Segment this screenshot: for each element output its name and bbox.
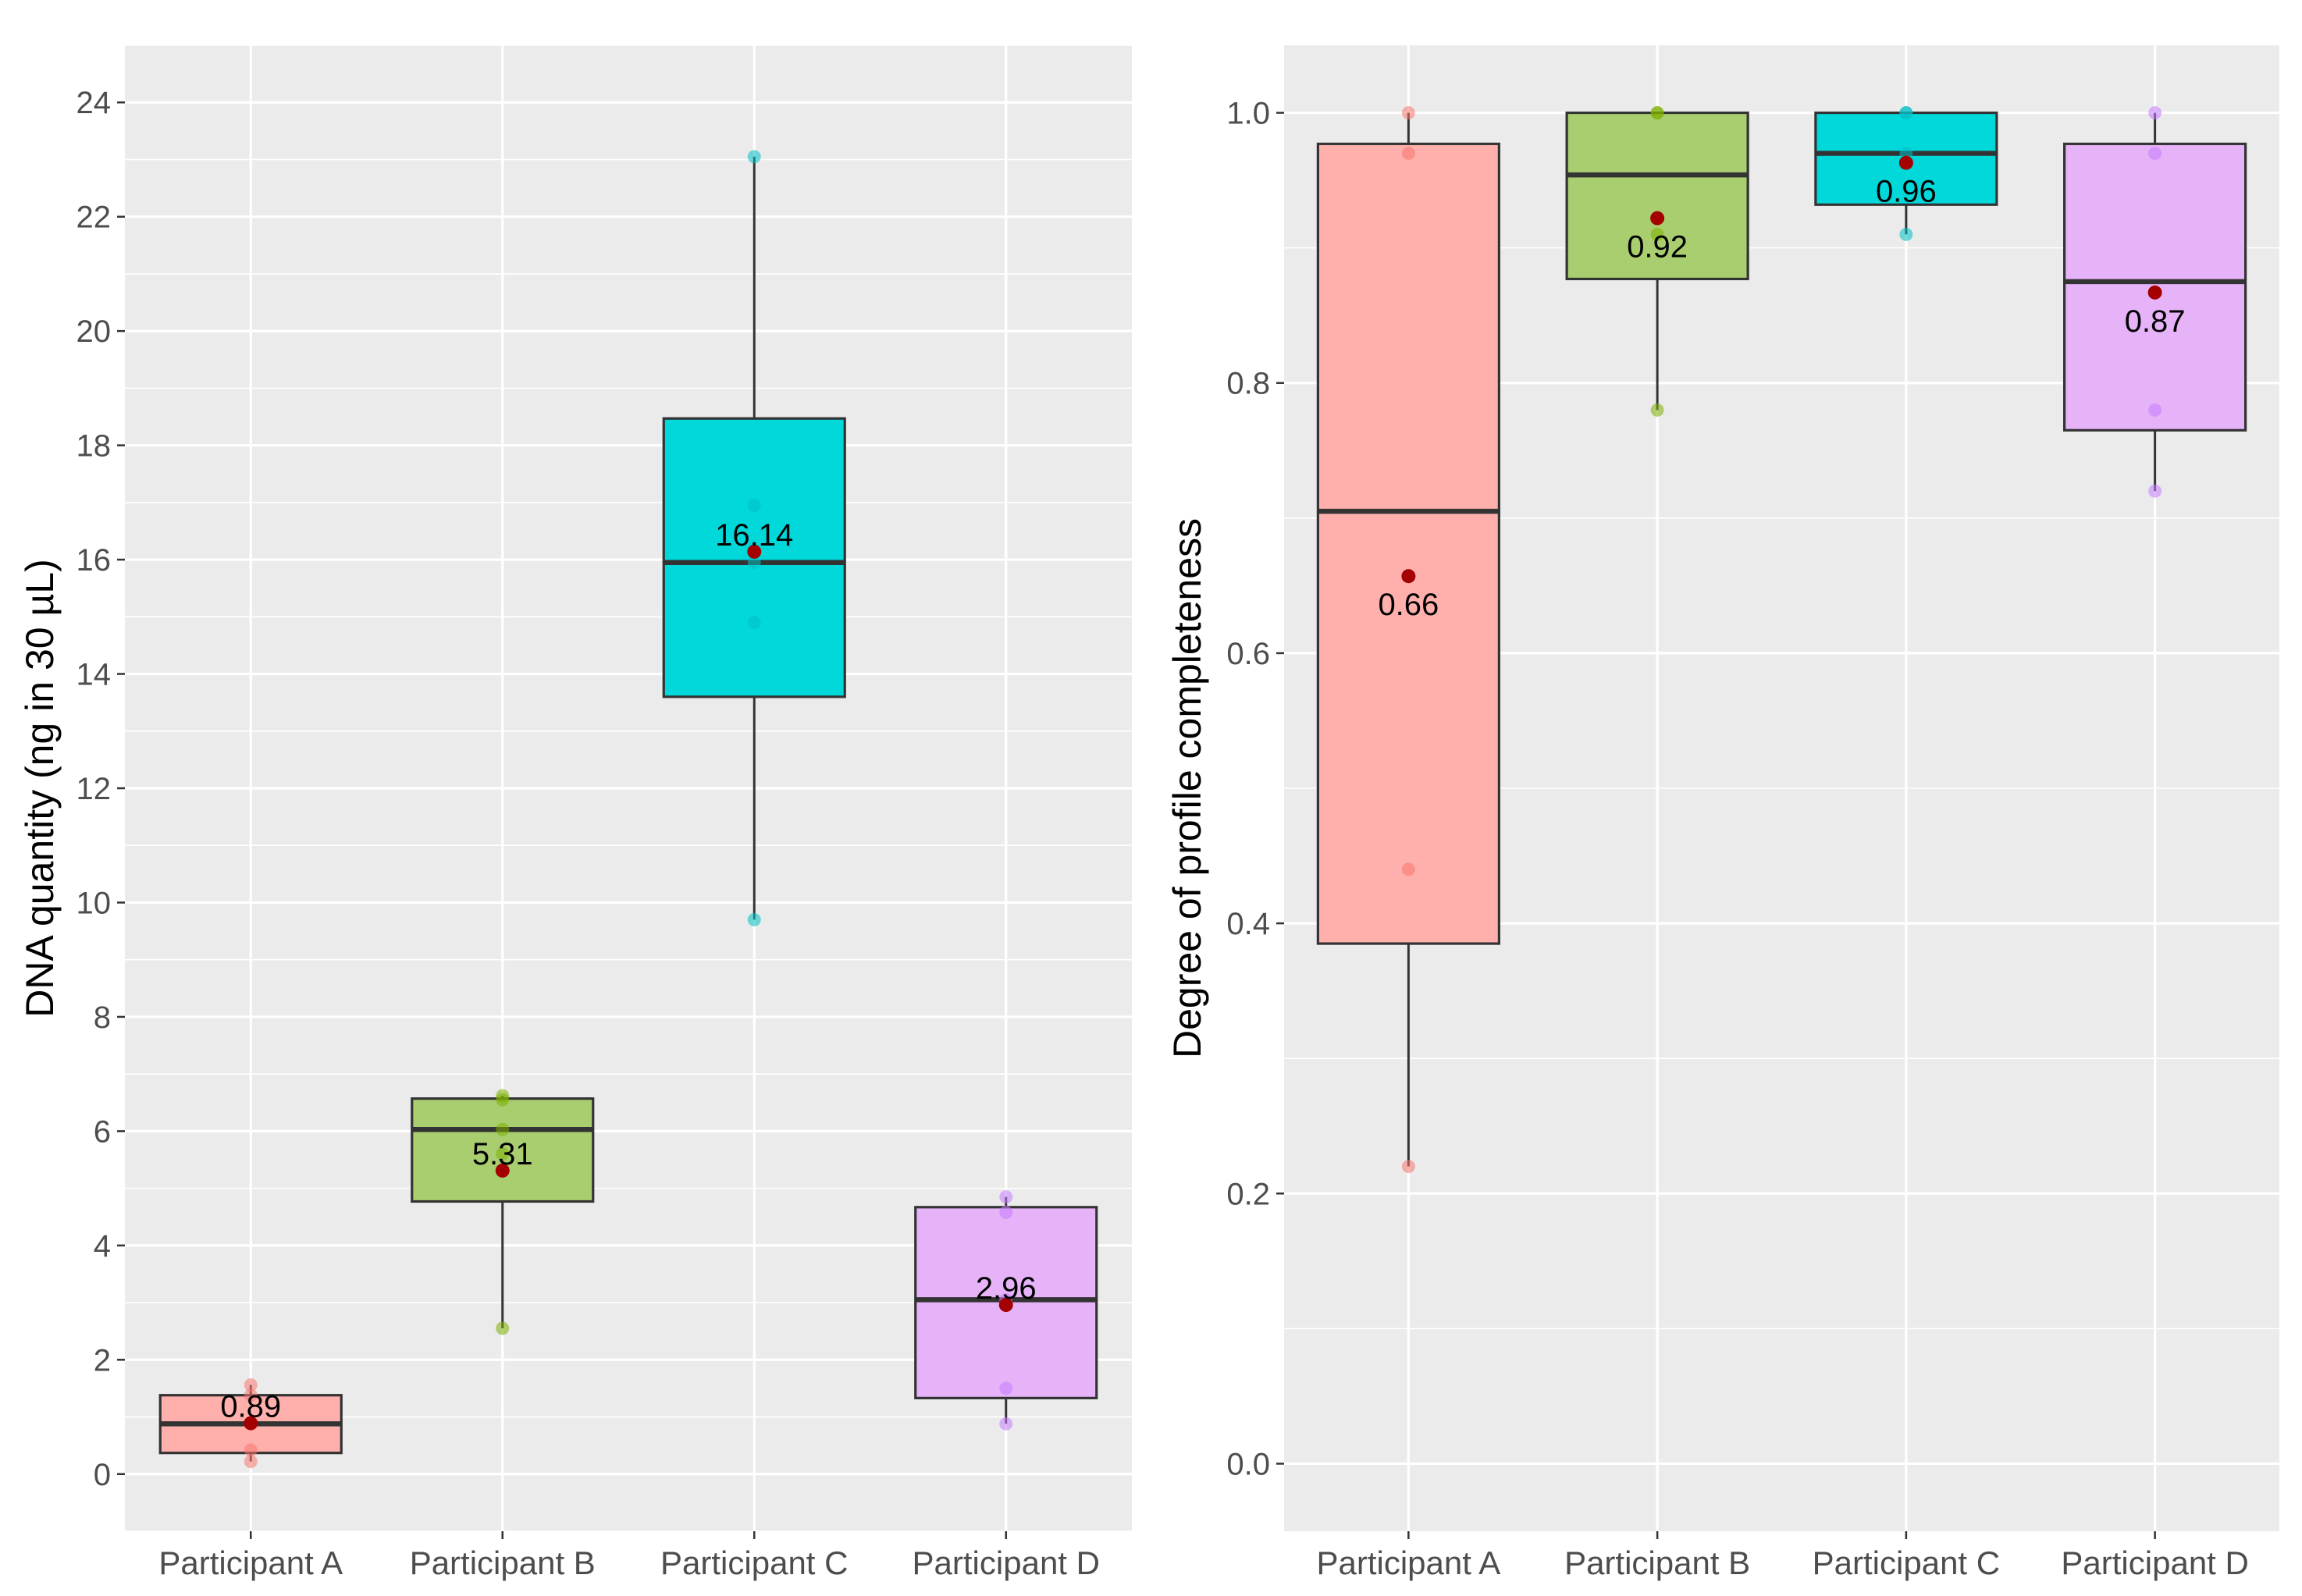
- data-point: [1899, 227, 1913, 241]
- mean-point: [1898, 155, 1913, 170]
- data-point: [496, 1147, 510, 1161]
- data-point: [244, 1388, 258, 1402]
- y-tick-label: 10: [76, 886, 112, 920]
- data-point: [1401, 106, 1415, 120]
- y-tick-label: 2: [94, 1343, 111, 1377]
- data-point: [747, 616, 761, 630]
- data-point: [244, 1443, 258, 1457]
- data-point: [496, 1122, 510, 1136]
- mean-label: 0.66: [1378, 588, 1439, 622]
- mean-point: [244, 1416, 258, 1431]
- y-tick-label: 12: [76, 772, 112, 806]
- y-axis-title: DNA quantity (ng in 30 µL): [18, 559, 62, 1017]
- data-point: [1650, 106, 1664, 120]
- x-tick-label: Participant B: [1564, 1544, 1750, 1581]
- data-point: [747, 499, 761, 513]
- x-tick-label: Participant B: [410, 1544, 596, 1581]
- y-tick-label: 0: [94, 1458, 111, 1492]
- data-point: [1401, 862, 1415, 876]
- x-tick-label: Participant C: [660, 1544, 848, 1581]
- x-tick-label: Participant D: [2061, 1544, 2248, 1581]
- mean-label: 16.14: [715, 518, 793, 553]
- mean-label: 5.31: [472, 1137, 533, 1171]
- mean-point: [998, 1298, 1013, 1313]
- mean-point: [495, 1163, 510, 1178]
- profile-completeness-panel: 0.0 0.2 0.4 0.6 0.8 1.0 0.66 Participant A 0.92 P…: [1165, 45, 2279, 1581]
- mean-label: 2.96: [976, 1271, 1037, 1306]
- y-tick-label: 6: [94, 1114, 111, 1149]
- y-tick-label: 0.0: [1226, 1447, 1270, 1481]
- y-tick-label: 18: [76, 429, 112, 464]
- y-tick-label: 20: [76, 315, 112, 349]
- x-tick-label: Participant A: [158, 1544, 343, 1581]
- y-tick-label: 0.2: [1226, 1177, 1270, 1211]
- data-point: [1650, 227, 1664, 241]
- x-tick-label: Participant D: [913, 1544, 1100, 1581]
- data-point: [2148, 146, 2162, 160]
- y-tick-label: 22: [76, 201, 112, 235]
- mean-point: [2147, 285, 2162, 300]
- data-point: [747, 556, 761, 570]
- data-point: [496, 1089, 510, 1103]
- mean-point: [747, 544, 762, 559]
- y-tick-label: 0.4: [1226, 907, 1270, 941]
- x-tick-label: Participant C: [1813, 1544, 2000, 1581]
- data-point: [999, 1205, 1013, 1219]
- data-point: [244, 1378, 258, 1392]
- data-point: [496, 1321, 510, 1335]
- y-tick-label: 16: [76, 543, 112, 578]
- data-point: [2148, 106, 2162, 120]
- data-point: [244, 1455, 258, 1469]
- mean-point: [1650, 211, 1665, 226]
- data-point: [999, 1190, 1013, 1204]
- y-tick-label: 1.0: [1226, 97, 1270, 131]
- mean-label: 0.87: [2125, 304, 2186, 339]
- data-point: [999, 1416, 1013, 1431]
- data-point: [1899, 106, 1913, 120]
- data-point: [2148, 484, 2162, 498]
- y-tick-label: 0.6: [1226, 637, 1270, 671]
- y-tick-label: 8: [94, 1001, 111, 1035]
- box-2: [1565, 111, 1749, 281]
- box-1: [1316, 142, 1500, 945]
- mean-label: 0.92: [1627, 230, 1688, 265]
- mean-label: 0.96: [1876, 175, 1937, 209]
- mean-label: 0.89: [220, 1390, 281, 1424]
- data-point: [1650, 403, 1664, 417]
- y-tick-label: 24: [76, 86, 112, 120]
- data-point: [1401, 1160, 1415, 1174]
- y-tick-label: 0.8: [1226, 367, 1270, 401]
- y-axis-title: Degree of profile completeness: [1165, 518, 1209, 1058]
- y-tick-label: 14: [76, 658, 112, 692]
- data-point: [747, 150, 761, 164]
- x-tick-label: Participant A: [1316, 1544, 1500, 1581]
- data-point: [1401, 146, 1415, 160]
- data-point: [747, 912, 761, 926]
- mean-point: [1401, 569, 1416, 584]
- data-point: [999, 1381, 1013, 1395]
- data-point: [2148, 403, 2162, 417]
- y-tick-label: 4: [94, 1229, 111, 1264]
